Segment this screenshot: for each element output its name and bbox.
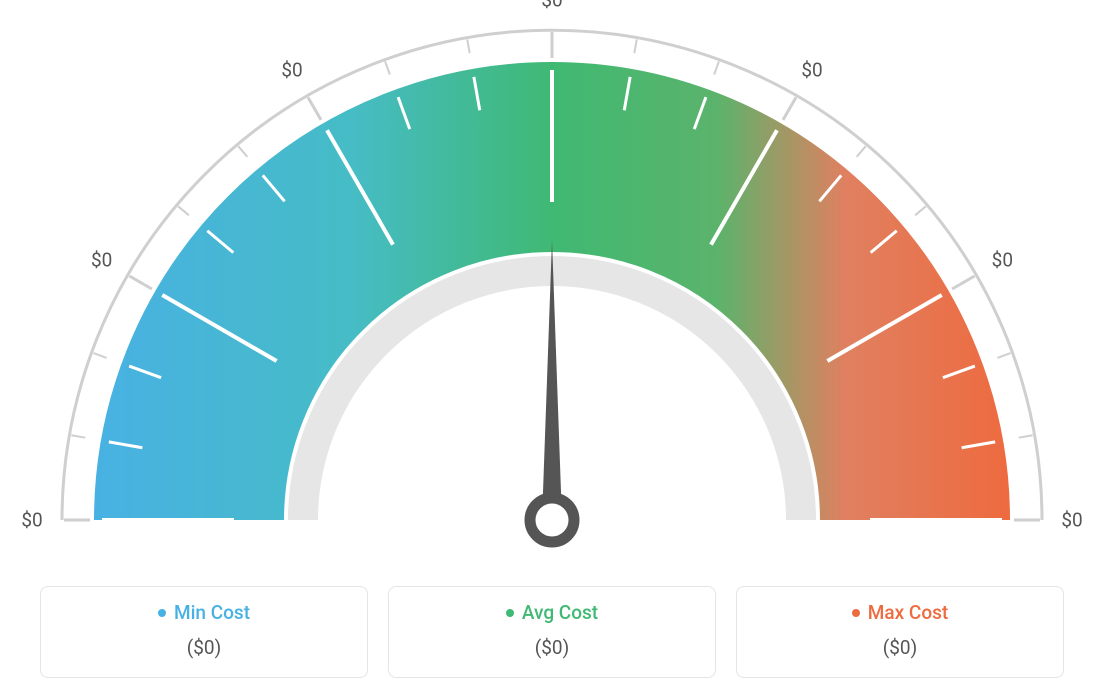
legend-avg-title: Avg Cost: [506, 601, 598, 624]
legend-max-dot: [852, 609, 860, 617]
legend-min-box: Min Cost ($0): [40, 586, 368, 678]
scale-label-2: $0: [281, 58, 302, 81]
scale-label-1: $0: [91, 249, 112, 272]
scale-label-3: $0: [541, 0, 562, 12]
gauge-svg: [0, 0, 1104, 560]
gauge-chart: $0 $0 $0 $0 $0 $0 $0: [0, 0, 1104, 560]
legend-min-title: Min Cost: [158, 601, 250, 624]
scale-label-6: $0: [1061, 509, 1082, 532]
legend-max-box: Max Cost ($0): [736, 586, 1064, 678]
legend-avg-label: Avg Cost: [522, 601, 598, 624]
legend-min-value: ($0): [51, 636, 357, 659]
scale-label-0: $0: [21, 509, 42, 532]
legend-min-dot: [158, 609, 166, 617]
legend-min-label: Min Cost: [174, 601, 250, 624]
legend-max-value: ($0): [747, 636, 1053, 659]
legend-avg-dot: [506, 609, 514, 617]
scale-label-5: $0: [992, 249, 1013, 272]
scale-label-4: $0: [801, 58, 822, 81]
legend-row: Min Cost ($0) Avg Cost ($0) Max Cost ($0…: [40, 586, 1064, 678]
legend-avg-box: Avg Cost ($0): [388, 586, 716, 678]
legend-avg-value: ($0): [399, 636, 705, 659]
legend-max-title: Max Cost: [852, 601, 948, 624]
legend-max-label: Max Cost: [868, 601, 948, 624]
